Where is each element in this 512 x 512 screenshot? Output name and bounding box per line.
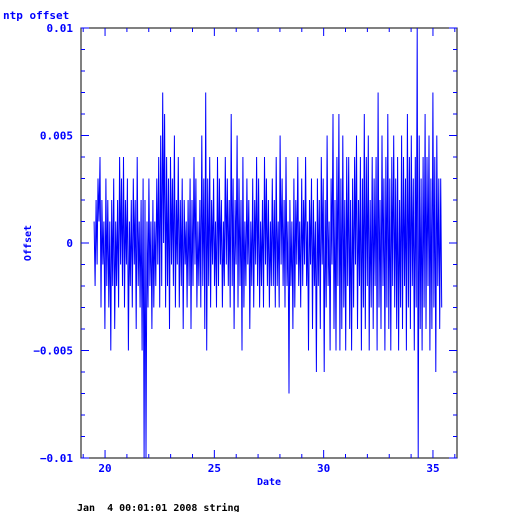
x-axis-label: Date [257, 477, 281, 488]
offset-series-line [93, 27, 443, 459]
chart-title: ntp offset [3, 9, 69, 22]
x-tick-label: 35 [426, 462, 439, 475]
axis-ticks [81, 27, 457, 459]
y-tick-label: −0.01 [40, 452, 73, 465]
y-tick-label: 0 [66, 237, 73, 250]
y-tick-label: 0.01 [47, 22, 74, 35]
footer-timestamp: Jan 4 00:01:01 2008 string [77, 502, 240, 512]
y-tick-label: −0.005 [33, 345, 73, 358]
x-tick-labels: 20 25 30 35 [98, 462, 439, 475]
y-tick-labels: −0.01 −0.005 0 0.005 0.01 [33, 22, 73, 465]
y-axis-label: Offset [23, 225, 34, 261]
x-tick-label: 30 [317, 462, 330, 475]
y-tick-label: 0.005 [40, 130, 73, 143]
x-tick-label: 20 [98, 462, 111, 475]
x-tick-label: 25 [208, 462, 221, 475]
